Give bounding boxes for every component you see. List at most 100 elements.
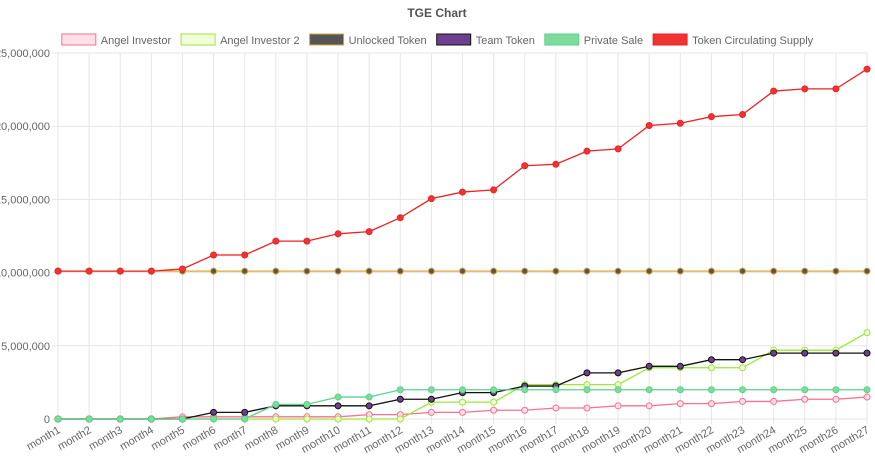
data-point: [365, 393, 373, 401]
data-point: [365, 267, 373, 275]
data-point: [147, 415, 155, 423]
data-point: [552, 386, 560, 394]
data-point: [521, 267, 529, 275]
y-tick-label: 0: [44, 414, 50, 426]
legend-item: Team Token: [436, 33, 535, 47]
series-unlocked-token: [54, 267, 871, 275]
data-point: [365, 415, 373, 423]
data-point: [490, 398, 498, 406]
data-point: [552, 404, 560, 412]
data-point: [210, 415, 218, 423]
x-tick-label: month1: [25, 424, 63, 453]
data-point: [614, 369, 622, 377]
data-point: [147, 267, 155, 275]
data-point: [801, 85, 809, 93]
data-point: [303, 400, 311, 408]
legend-swatch: [180, 33, 216, 46]
data-point: [863, 386, 871, 394]
data-point: [365, 402, 373, 410]
data-point: [396, 214, 404, 222]
data-point: [707, 267, 715, 275]
series-layer: [54, 65, 871, 423]
legend-swatch: [61, 33, 97, 46]
y-tick-label: 25,000,000: [0, 48, 50, 60]
series-token-circulating-supply: [54, 65, 871, 275]
legend-label: Team Token: [476, 35, 535, 47]
y-axis: 0 5,000,000 10,000,000 15,000,000 20,000,000…: [0, 48, 50, 426]
data-point: [645, 267, 653, 275]
data-point: [770, 87, 778, 95]
data-point: [272, 267, 280, 275]
data-point: [490, 406, 498, 414]
legend-label: Angel Investor: [101, 35, 172, 47]
data-point: [583, 267, 591, 275]
legend-label: Token Circulating Supply: [692, 35, 814, 47]
legend-swatch: [436, 33, 472, 46]
data-point: [552, 160, 560, 168]
data-point: [770, 386, 778, 394]
data-point: [396, 415, 404, 423]
x-tick-label: month3: [87, 424, 125, 453]
data-point: [739, 386, 747, 394]
data-point: [739, 397, 747, 405]
data-point: [645, 362, 653, 370]
data-point: [396, 267, 404, 275]
data-point: [676, 267, 684, 275]
data-point: [178, 415, 186, 423]
x-tick-label: month4: [118, 424, 156, 453]
data-point: [521, 162, 529, 170]
legend-item: Private Sale: [544, 33, 643, 47]
data-point: [801, 386, 809, 394]
data-point: [863, 267, 871, 275]
legend-swatch: [309, 33, 345, 46]
y-tick-label: 5,000,000: [1, 341, 50, 353]
legend-label: Private Sale: [584, 35, 643, 47]
chart-title: TGE Chart: [407, 6, 466, 20]
data-point: [54, 267, 62, 275]
data-point: [459, 267, 466, 275]
x-tick-label: month5: [149, 424, 187, 453]
data-point: [303, 267, 311, 275]
data-point: [739, 267, 747, 275]
data-point: [272, 400, 280, 408]
data-point: [241, 267, 249, 275]
y-tick-label: 15,000,000: [0, 194, 50, 206]
data-point: [396, 395, 404, 403]
data-point: [614, 267, 622, 275]
legend-swatch: [652, 33, 688, 46]
data-point: [116, 267, 124, 275]
data-point: [241, 415, 249, 423]
data-point: [676, 362, 684, 370]
data-point: [272, 237, 280, 245]
data-point: [614, 145, 622, 153]
data-point: [739, 110, 747, 118]
data-point: [770, 397, 778, 405]
data-point: [863, 349, 871, 357]
data-point: [241, 408, 249, 416]
x-tick-label: month6: [180, 424, 218, 453]
legend-label: Unlocked Token: [349, 35, 427, 47]
data-point: [583, 386, 591, 394]
data-point: [272, 415, 280, 423]
data-point: [334, 402, 342, 410]
data-point: [614, 386, 622, 394]
data-point: [832, 267, 840, 275]
data-point: [801, 349, 809, 357]
data-point: [210, 251, 218, 259]
chart-legend: Angel Investor Angel Investor 2 Unlocked T…: [61, 33, 814, 47]
data-point: [770, 267, 778, 275]
x-tick-label: month8: [243, 424, 281, 453]
data-point: [583, 404, 591, 412]
data-point: [427, 195, 435, 203]
data-point: [490, 186, 498, 194]
data-point: [832, 349, 840, 357]
legend-label: Angel Investor 2: [220, 35, 300, 47]
data-point: [676, 400, 684, 408]
data-point: [707, 400, 715, 408]
data-point: [303, 415, 311, 423]
data-point: [707, 364, 715, 372]
data-point: [459, 386, 466, 394]
data-point: [490, 386, 498, 394]
data-point: [863, 329, 871, 337]
